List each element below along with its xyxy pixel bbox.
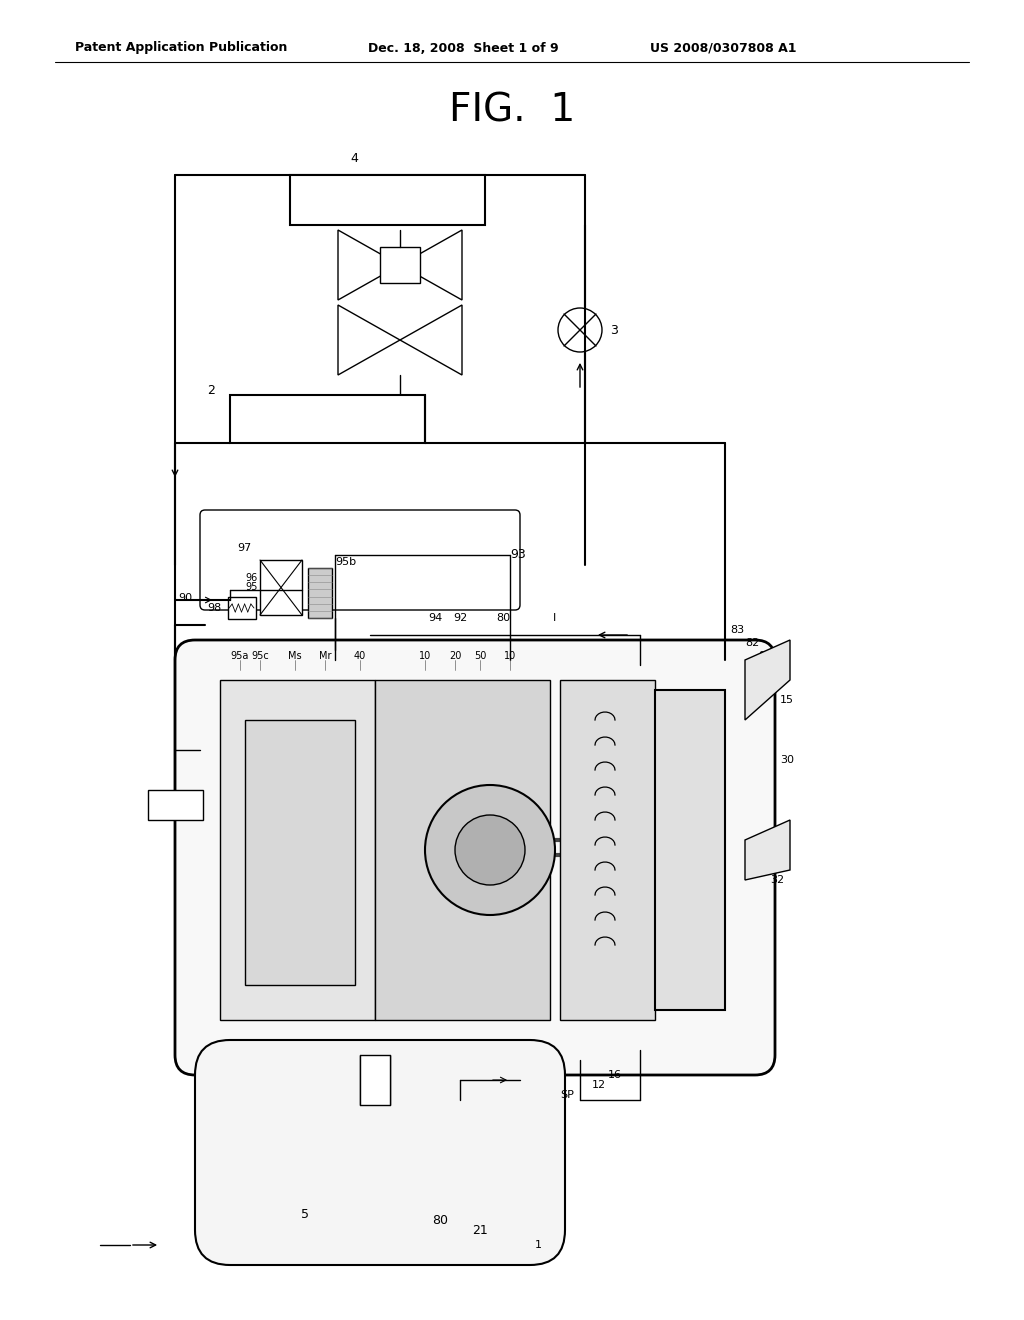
Text: 10: 10 [419,651,431,661]
FancyBboxPatch shape [175,640,775,1074]
Text: 15: 15 [780,696,794,705]
Text: Mr: Mr [318,651,331,661]
Text: DP: DP [167,800,182,810]
Text: 94: 94 [428,612,442,623]
Text: 95c: 95c [251,651,269,661]
Text: 16: 16 [608,1071,622,1080]
Bar [375,680,550,1020]
Text: 81: 81 [758,651,772,661]
Bar [360,1055,390,1105]
Text: 80: 80 [496,612,510,623]
Bar [245,719,355,985]
Text: 83: 83 [730,624,744,635]
Bar [290,176,485,224]
Text: 30: 30 [780,755,794,766]
Text: 95: 95 [245,582,257,591]
Text: 80: 80 [432,1213,449,1226]
Text: 20: 20 [449,651,461,661]
Text: 82: 82 [745,638,759,648]
Text: FIG.  1: FIG. 1 [449,91,575,129]
Text: 97: 97 [238,543,252,553]
Text: 1: 1 [535,1239,542,1250]
Circle shape [425,785,555,915]
Text: 21: 21 [472,1224,487,1237]
Bar [220,680,375,1020]
Text: 92: 92 [453,612,467,623]
Text: 90: 90 [178,593,193,603]
Text: 10: 10 [504,651,516,661]
Text: 98: 98 [208,603,222,612]
Circle shape [455,814,525,884]
Text: 40: 40 [354,651,367,661]
Bar [655,690,725,1010]
Text: 41: 41 [775,836,790,845]
Text: I: I [553,612,557,623]
Polygon shape [745,640,790,719]
Text: 50: 50 [474,651,486,661]
Text: 5: 5 [301,1209,309,1221]
Text: Ms: Ms [288,651,302,661]
Bar [308,568,332,618]
Text: 4: 4 [350,152,357,165]
Text: 93: 93 [510,549,525,561]
Bar [380,247,420,282]
Text: SP: SP [560,1090,573,1100]
Bar [230,395,425,444]
Bar [228,597,256,619]
Text: 96: 96 [245,573,257,583]
Text: US 2008/0307808 A1: US 2008/0307808 A1 [650,41,797,54]
Polygon shape [745,820,790,880]
Text: 32: 32 [770,875,784,884]
Bar [260,560,302,615]
FancyBboxPatch shape [200,510,520,610]
Text: 95b: 95b [335,557,356,568]
Bar [560,680,655,1020]
Text: 2: 2 [207,384,215,396]
Text: 12: 12 [592,1080,606,1090]
Text: 95a: 95a [230,651,249,661]
Text: Patent Application Publication: Patent Application Publication [75,41,288,54]
Text: 3: 3 [610,323,617,337]
FancyBboxPatch shape [195,1040,565,1265]
Bar [148,789,203,820]
Text: Dec. 18, 2008  Sheet 1 of 9: Dec. 18, 2008 Sheet 1 of 9 [368,41,559,54]
